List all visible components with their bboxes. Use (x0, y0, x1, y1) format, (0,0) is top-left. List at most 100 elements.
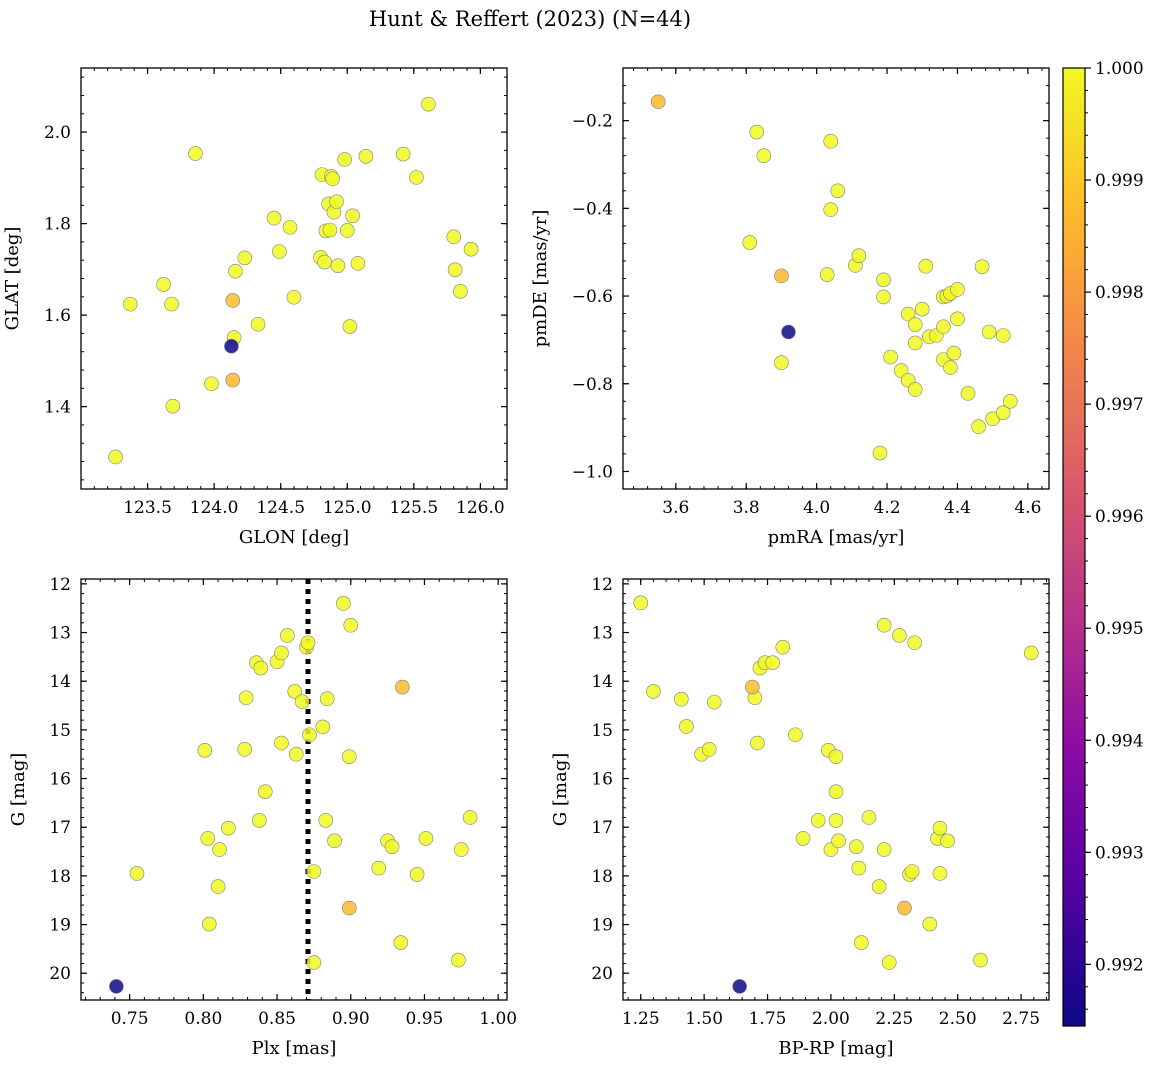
data-point (315, 719, 331, 735)
y-tick-label: 12 (591, 575, 613, 595)
axes-frame (622, 578, 1050, 1001)
x-tick-label: 1.25 (622, 1009, 660, 1029)
data-point (848, 839, 864, 854)
data-point (342, 319, 358, 334)
data-point (823, 202, 839, 217)
x-tick-label: 0.85 (258, 1009, 296, 1029)
data-point (454, 842, 469, 857)
data-point (750, 735, 765, 751)
data-point (876, 272, 891, 288)
y-tick-label: 15 (49, 721, 71, 741)
data-point (238, 690, 254, 706)
colorbar-tick-label: 0.996 (1095, 507, 1144, 527)
data-point (745, 679, 760, 695)
data-point (318, 813, 333, 828)
data-point (633, 595, 649, 611)
data-point (819, 267, 835, 282)
axes-frame (80, 578, 508, 1001)
x-tick-label: 124.5 (256, 498, 305, 518)
data-point (447, 262, 463, 278)
x-tick-label: 1.50 (685, 1009, 723, 1029)
y-tick-label: 15 (591, 721, 613, 741)
data-point (336, 596, 351, 611)
data-point (883, 349, 898, 365)
data-point (932, 820, 948, 836)
data-point (306, 955, 322, 970)
data-point (861, 810, 877, 825)
data-point (756, 148, 772, 164)
data-point (749, 124, 765, 140)
data-point (421, 96, 436, 112)
data-point (706, 694, 722, 710)
data-point (287, 684, 303, 699)
x-tick-label: 125.5 (389, 498, 438, 518)
data-point (409, 170, 424, 185)
data-point (823, 133, 839, 149)
data-point (302, 727, 317, 743)
x-tick-label: 126.0 (456, 498, 505, 518)
data-point (732, 979, 747, 994)
data-point (210, 879, 226, 894)
data-point (946, 345, 962, 361)
x-tick-label: 0.75 (111, 1009, 149, 1029)
data-point (409, 867, 425, 882)
major-ticks (623, 579, 1049, 1000)
data-point (830, 183, 846, 199)
y-tick-label: 14 (591, 672, 613, 692)
data-point (775, 639, 791, 655)
data-point (212, 842, 227, 857)
data-point (274, 645, 289, 661)
data-point (974, 259, 990, 274)
colorbar-tick-label: 0.993 (1095, 843, 1144, 863)
x-tick-label: 4.6 (1014, 498, 1041, 518)
x-tick-label: 3.6 (662, 498, 689, 518)
y-axis-label: G [mag] (8, 753, 29, 826)
data-point (765, 655, 780, 671)
data-point (900, 306, 916, 322)
x-axis-label: GLON [deg] (239, 527, 349, 548)
data-point (973, 952, 988, 968)
panel-glon-glat: 123.5 124.0 124.5 125.0 125.5 126.0 1.4 1.6 1.8 2… (2, 67, 508, 548)
y-tick-label: 1.4 (44, 398, 71, 418)
data-point (272, 244, 287, 259)
y-tick-label: 17 (591, 818, 613, 838)
data-point (329, 194, 344, 209)
y-tick-label: −1.0 (572, 462, 613, 482)
colorbar-bar (1062, 67, 1086, 1027)
data-point (393, 935, 409, 950)
y-tick-label: 12 (49, 575, 71, 595)
y-tick-label: 18 (591, 867, 613, 887)
data-point (204, 376, 219, 392)
data-point (828, 813, 844, 828)
data-point (109, 979, 124, 994)
data-point (200, 831, 216, 846)
data-point (981, 324, 997, 340)
data-point (164, 296, 179, 312)
colorbar-tick-label: 0.997 (1095, 395, 1144, 415)
data-points (650, 94, 1018, 461)
data-point (327, 833, 342, 849)
x-axis-label: Plx [mas] (252, 1038, 337, 1059)
data-point (325, 171, 340, 187)
y-tick-label: 17 (49, 818, 71, 838)
panels: 123.5 124.0 124.5 125.0 125.5 126.01.41.61.82… (2, 67, 1050, 1059)
data-point (774, 355, 789, 371)
data-point (306, 864, 322, 879)
data-point (337, 152, 352, 167)
data-point (650, 94, 666, 110)
data-point (950, 311, 965, 327)
data-point (294, 694, 310, 709)
data-point (237, 742, 252, 757)
data-point (950, 282, 965, 297)
data-point (971, 419, 986, 435)
data-point (463, 241, 479, 257)
data-point (384, 839, 400, 854)
data-point (274, 735, 289, 751)
y-tick-label: 16 (49, 770, 71, 790)
data-point (788, 727, 803, 743)
y-axis-label: GLAT [deg] (2, 227, 23, 331)
y-tick-label: 13 (591, 624, 613, 644)
x-axis-label: pmRA [mas/yr] (768, 527, 905, 548)
y-tick-label: −0.8 (572, 375, 613, 395)
